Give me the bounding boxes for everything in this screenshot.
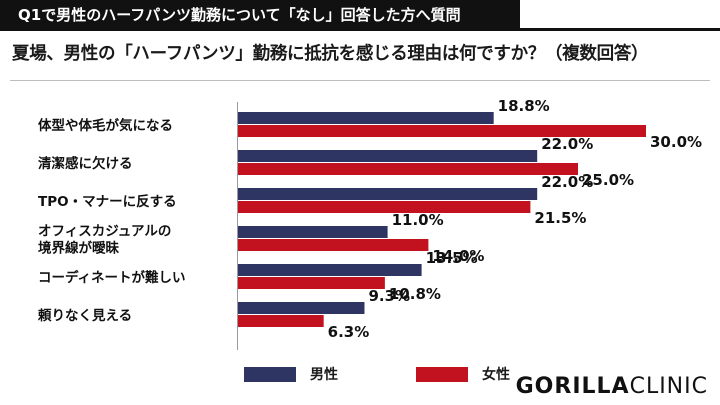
bar-female (238, 163, 578, 175)
bar-male (238, 112, 494, 124)
value-label: 14.0% (432, 247, 484, 265)
legend: 男性 女性 (244, 364, 588, 384)
value-label: 11.0% (392, 211, 444, 229)
bar-female (238, 125, 646, 137)
category-label: 清潔感に欠ける (38, 155, 133, 172)
logo-part-1: GORILLA (515, 374, 630, 399)
brand-logo: GORILLACLINIC (516, 374, 708, 399)
category-label: 頼りなく見える (38, 307, 132, 324)
bar-male (238, 188, 538, 200)
bar-female (238, 201, 531, 213)
category-label: TPO・マナーに反する (38, 193, 177, 210)
legend-swatch-female (416, 366, 468, 382)
value-label: 22.0% (541, 173, 593, 191)
value-label: 18.8% (498, 97, 550, 115)
bar-male (238, 302, 365, 314)
bar-male (238, 226, 388, 238)
bar-female (238, 277, 385, 289)
bar-female (238, 239, 429, 251)
value-label: 21.5% (534, 209, 586, 227)
value-label: 9.3% (368, 287, 410, 305)
value-label: 22.0% (541, 135, 593, 153)
value-label: 30.0% (650, 133, 702, 151)
legend-item-female: 女性 (416, 364, 510, 384)
value-label: 13.5% (426, 249, 478, 267)
category-label: コーディネートが難しい (38, 269, 186, 286)
header-line (0, 28, 720, 31)
legend-label-male: 男性 (310, 367, 338, 383)
category-label: 境界線が曖昧 (38, 240, 119, 257)
question-text: 夏場、男性の「ハーフパンツ」勤務に抵抗を感じる理由は何ですか？（複数回答） (12, 44, 649, 64)
header-bar: Q1で男性のハーフパンツ勤務について「なし」回答した方へ質問 (0, 0, 720, 36)
header-title: Q1で男性のハーフパンツ勤務について「なし」回答した方へ質問 (18, 5, 461, 24)
value-label: 6.3% (328, 323, 370, 341)
legend-swatch-male (244, 366, 296, 382)
category-label: オフィスカジュアルの (38, 224, 171, 240)
category-axis (237, 102, 238, 350)
legend-item-male: 男性 (244, 364, 338, 384)
divider (10, 80, 710, 81)
legend-label-female: 女性 (482, 367, 510, 383)
bar-male (238, 264, 422, 276)
value-label: 10.8% (389, 285, 441, 303)
bar-female (238, 315, 324, 327)
logo-part-2: CLINIC (629, 374, 708, 399)
bar-male (238, 150, 538, 162)
header-tab: Q1で男性のハーフパンツ勤務について「なし」回答した方へ質問 (0, 0, 520, 28)
value-label: 25.0% (582, 171, 634, 189)
category-label: 体型や体毛が気になる (38, 117, 173, 134)
